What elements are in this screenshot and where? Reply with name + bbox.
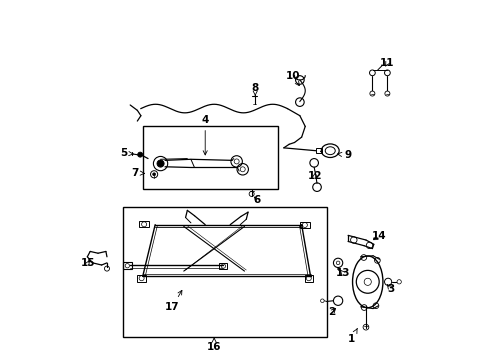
Text: 4: 4	[201, 115, 208, 155]
Text: 16: 16	[206, 338, 221, 352]
Text: 3: 3	[386, 284, 394, 294]
Bar	[142, 126, 278, 189]
Text: 5: 5	[120, 148, 133, 158]
Text: 13: 13	[335, 268, 349, 278]
Text: 6: 6	[252, 195, 260, 204]
Circle shape	[320, 299, 324, 302]
Text: 9: 9	[337, 150, 351, 160]
Text: 12: 12	[307, 171, 322, 181]
Circle shape	[396, 280, 401, 284]
Bar	[123, 207, 326, 337]
Circle shape	[157, 160, 164, 167]
Text: 1: 1	[347, 329, 357, 344]
Text: 14: 14	[371, 231, 386, 242]
Bar	[137, 275, 145, 282]
Bar	[304, 275, 312, 282]
Text: 2: 2	[328, 307, 335, 317]
Circle shape	[138, 152, 142, 157]
Bar	[219, 263, 227, 269]
Circle shape	[369, 91, 374, 96]
Text: 17: 17	[164, 291, 182, 312]
Bar	[315, 148, 322, 153]
Bar	[139, 221, 149, 227]
Text: 10: 10	[285, 71, 299, 86]
Text: 7: 7	[131, 168, 144, 178]
Bar	[299, 222, 309, 228]
Text: 15: 15	[81, 258, 95, 268]
Text: 8: 8	[251, 83, 258, 96]
Text: 11: 11	[379, 58, 394, 68]
Circle shape	[384, 91, 389, 96]
Circle shape	[152, 173, 155, 176]
Circle shape	[336, 261, 339, 265]
Bar	[123, 262, 132, 269]
